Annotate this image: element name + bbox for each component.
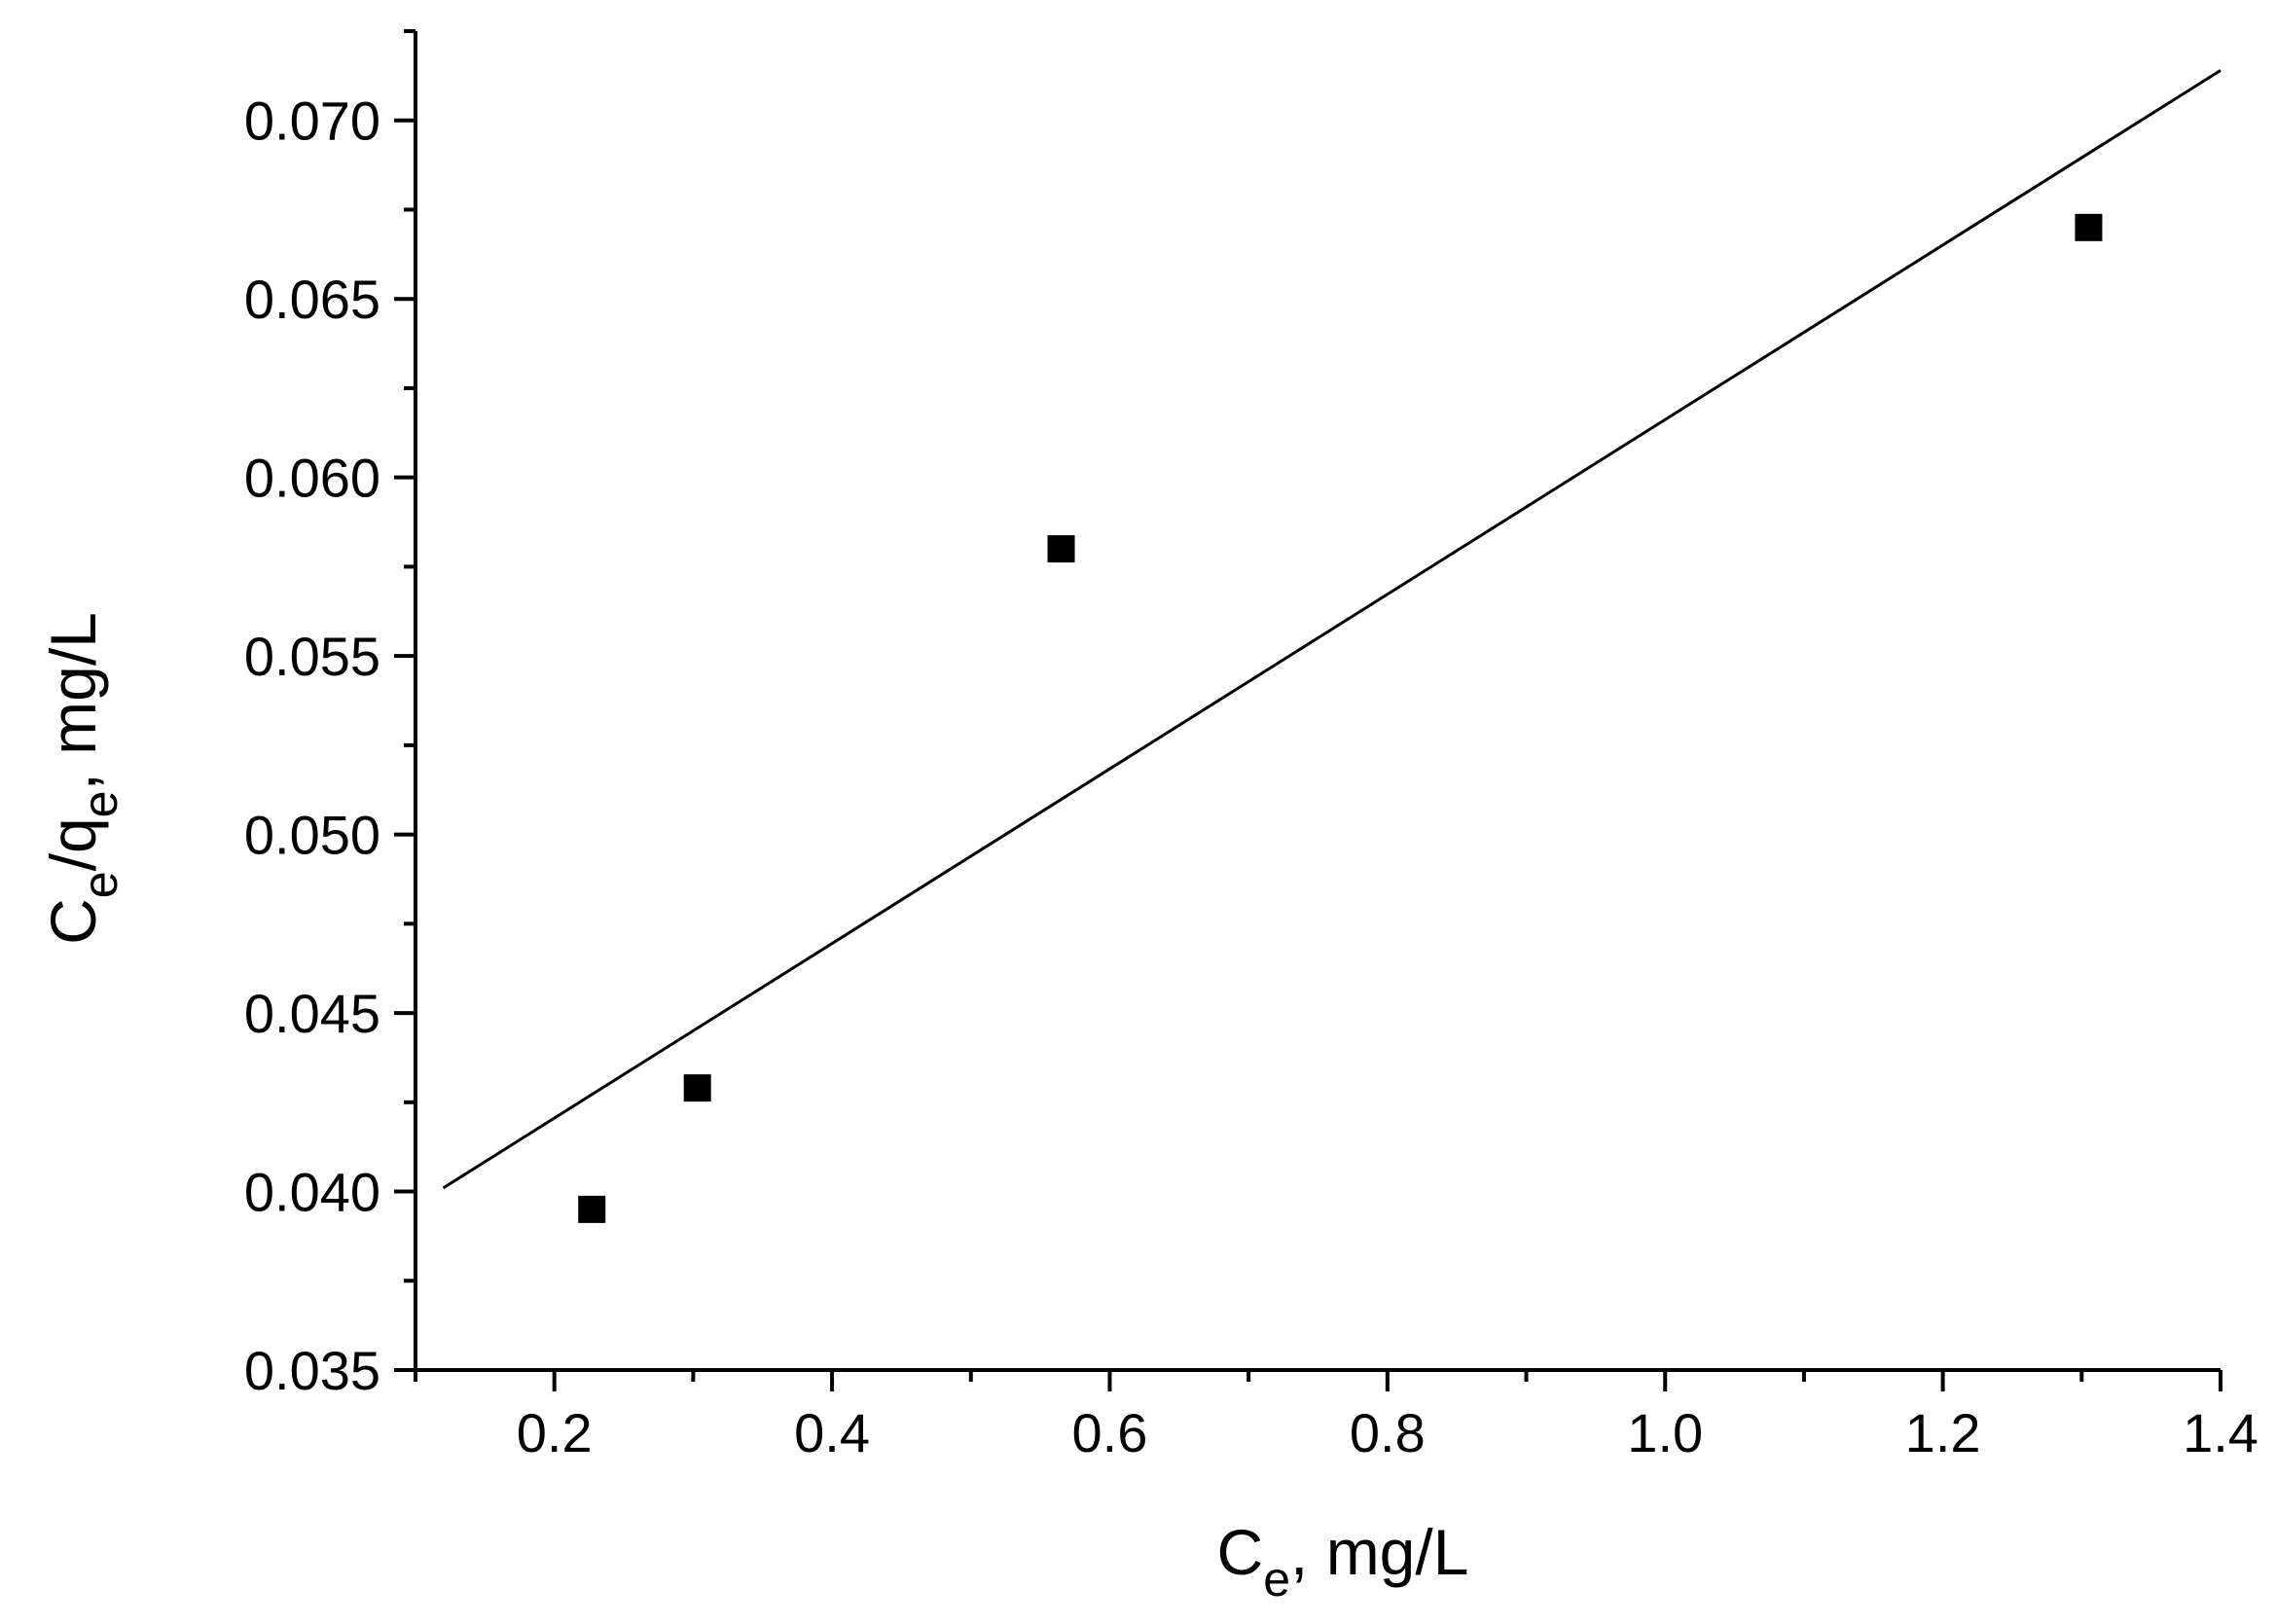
y-tick-label: 0.065 xyxy=(244,269,380,330)
y-tick-label: 0.040 xyxy=(244,1162,380,1223)
x-axis-title-sub: e xyxy=(1263,1552,1290,1606)
y-tick-label: 0.035 xyxy=(244,1340,380,1401)
y-tick-label: 0.060 xyxy=(244,448,380,509)
x-tick-label: 1.4 xyxy=(2183,1402,2258,1463)
y-axis-title-part2: /q xyxy=(37,817,109,871)
data-point xyxy=(2075,213,2103,241)
y-axis-title-sub2: e xyxy=(73,791,127,818)
x-tick-label: 1.2 xyxy=(1905,1402,1981,1463)
y-axis-title-part1: C xyxy=(37,898,109,945)
y-tick-label: 0.070 xyxy=(244,90,380,152)
y-axis: 0.035 0.040 0.045 0.050 0.055 0.060 0.065 0.070 xyxy=(244,29,417,1401)
points-group xyxy=(578,213,2103,1223)
x-tick-label: 0.2 xyxy=(517,1402,593,1463)
x-tick-label: 0.8 xyxy=(1350,1402,1426,1463)
x-axis-title-rest: , mg/L xyxy=(1290,1516,1468,1588)
x-tick-label: 0.4 xyxy=(794,1402,870,1463)
data-point xyxy=(578,1195,606,1223)
y-tick-label: 0.050 xyxy=(244,805,380,866)
y-tick-label: 0.055 xyxy=(244,626,380,687)
x-tick-label: 0.6 xyxy=(1072,1402,1148,1463)
x-axis: 0.2 0.4 0.6 0.8 1.0 1.2 1.4 xyxy=(414,1368,2258,1463)
data-point xyxy=(683,1074,711,1102)
fit-line-group xyxy=(442,69,2222,1190)
y-axis-title-sub1: e xyxy=(73,871,127,898)
x-axis-title: Ce, mg/L xyxy=(1217,1516,1469,1606)
fit-line xyxy=(442,69,2222,1190)
x-tick-label: 1.0 xyxy=(1627,1402,1703,1463)
data-point xyxy=(1047,535,1075,563)
y-axis-title: Ce/qe, mg/L xyxy=(37,612,127,945)
y-axis-title-rest: , mg/L xyxy=(37,612,109,790)
x-axis-title-main: C xyxy=(1217,1516,1264,1588)
y-tick-label: 0.045 xyxy=(244,983,380,1044)
